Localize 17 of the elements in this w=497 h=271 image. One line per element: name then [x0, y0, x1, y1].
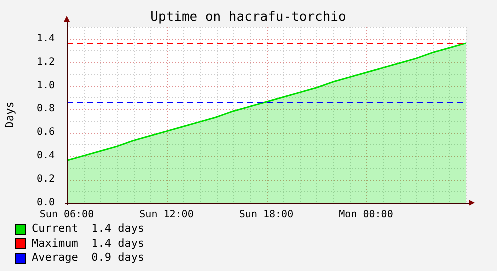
x-tick-label: Mon 00:00: [339, 210, 394, 221]
legend-label: Average 0.9 days: [32, 251, 145, 266]
y-tick-label: 0.0: [36, 198, 55, 209]
y-tick-label: 1.2: [36, 56, 55, 68]
y-tick-label: 1.0: [36, 80, 55, 92]
y-tick-label: 1.4: [36, 33, 55, 44]
y-tick-label: 0.8: [36, 104, 55, 115]
legend-label: Maximum 1.4 days: [32, 236, 145, 251]
y-tick-label: 0.6: [36, 127, 55, 138]
legend-label: Current 1.4 days: [32, 222, 145, 236]
x-tick-label: Sun 06:00: [40, 210, 94, 221]
y-tick-label: 0.4: [36, 150, 55, 162]
x-tick-label: Sun 18:00: [239, 210, 294, 221]
x-tick-label: Sun 12:00: [140, 210, 194, 221]
y-tick-label: 0.2: [36, 174, 55, 186]
chart-title: Uptime on hacrafu-torchio: [150, 10, 348, 25]
y-axis-title: Days: [3, 102, 16, 128]
